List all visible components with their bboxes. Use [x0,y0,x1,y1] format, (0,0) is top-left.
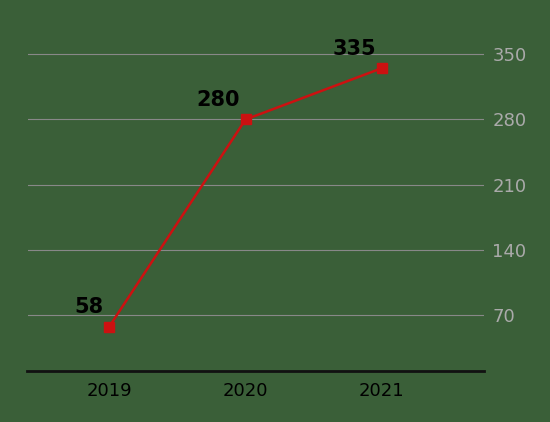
Text: 58: 58 [75,297,104,317]
Text: 280: 280 [196,90,240,110]
Text: 335: 335 [333,39,376,59]
